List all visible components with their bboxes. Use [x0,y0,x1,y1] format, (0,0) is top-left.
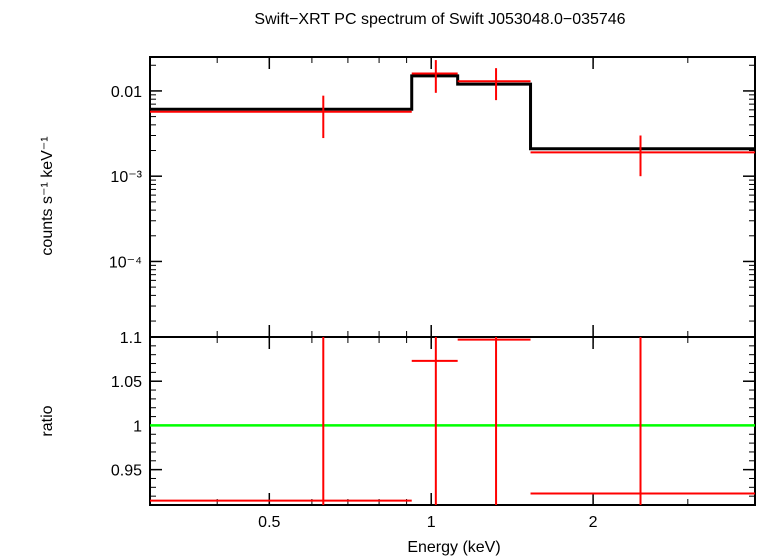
data-point-ratio [457,337,531,505]
data-point-ratio [411,337,458,505]
y-axis-label-ratio: ratio [39,405,56,436]
x-tick-label: 1 [427,514,436,531]
y-tick-label-ratio: 1.1 [120,330,142,347]
axis-labels: Swift−XRT PC spectrum of Swift J053048.0… [39,11,626,556]
plot-series [150,60,755,505]
panel-frame-spectrum [149,56,756,338]
data-point-spectrum [411,60,458,93]
y-tick-label-ratio: 1.05 [111,374,142,391]
y-tick-label-ratio: 1 [133,418,142,435]
x-tick-label: 2 [589,514,598,531]
x-axis-label: Energy (keV) [407,539,500,556]
data-point-spectrum [150,95,412,139]
data-point-spectrum [530,135,755,177]
y-tick-label-spectrum: 10⁻⁴ [109,254,142,271]
y-tick-label-spectrum: 10⁻³ [110,169,142,186]
y-tick-label-spectrum: 0.01 [111,84,142,101]
data-point-ratio [530,337,755,505]
panel-frame-ratio [149,336,756,506]
data-point-ratio [150,337,412,505]
y-axis-label-spectrum: counts s⁻¹ keV⁻¹ [39,136,56,255]
data-point-spectrum [457,68,531,101]
axis-ticks: 0.01 10⁻³ 10⁻⁴ 1.1 1.05 1 0.95 0.5 1 2 [109,57,756,531]
plot-frames [149,56,756,506]
x-tick-label: 0.5 [258,514,280,531]
model-step-line [150,74,755,151]
y-tick-label-ratio: 0.95 [111,463,142,480]
chart-title: Swift−XRT PC spectrum of Swift J053048.0… [254,11,625,28]
